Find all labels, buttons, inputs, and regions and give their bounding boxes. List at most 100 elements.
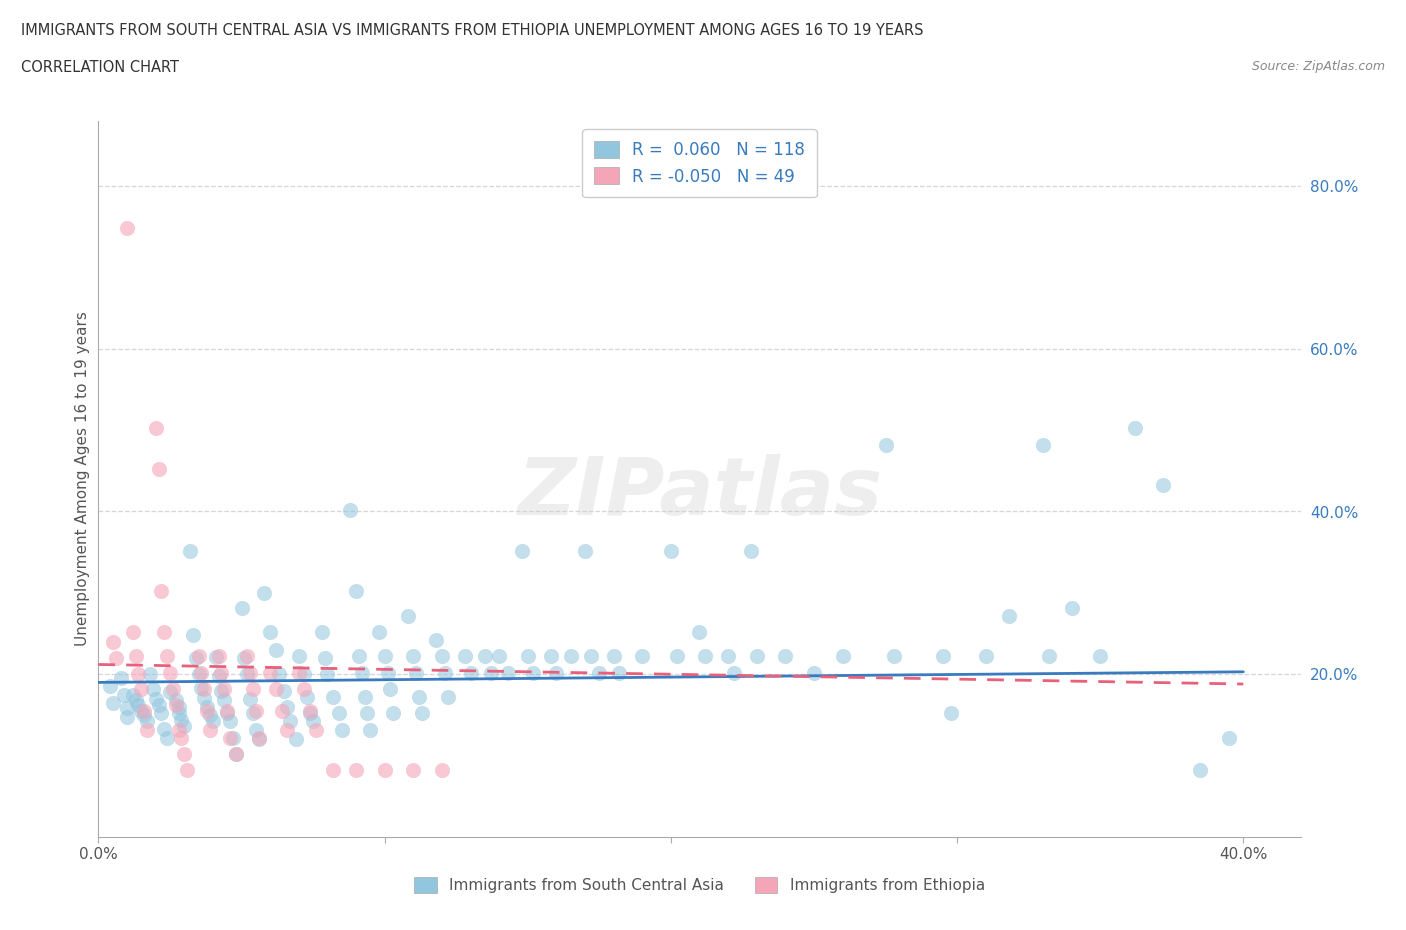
Point [353, 690, 375, 705]
Point [253, 586, 276, 601]
Point [198, 708, 221, 723]
Point [516, 649, 538, 664]
Point [167, 699, 190, 714]
Point [156, 649, 179, 664]
Point [167, 722, 190, 737]
Point [233, 651, 256, 666]
Point [602, 649, 624, 664]
Point [302, 714, 325, 729]
Point [723, 665, 745, 680]
Point [156, 730, 179, 745]
Point [433, 665, 456, 680]
Point [402, 649, 425, 664]
Point [170, 730, 193, 745]
Point [165, 698, 187, 712]
Point [1060, 600, 1083, 615]
Point [176, 763, 198, 777]
Point [208, 649, 231, 664]
Point [211, 683, 233, 698]
Point [299, 706, 322, 721]
Point [284, 732, 307, 747]
Point [259, 665, 281, 680]
Point [1123, 421, 1146, 436]
Point [159, 684, 181, 699]
Point [242, 682, 264, 697]
Point [204, 650, 226, 665]
Text: Source: ZipAtlas.com: Source: ZipAtlas.com [1251, 60, 1385, 73]
Point [139, 667, 162, 682]
Point [219, 730, 242, 745]
Point [184, 651, 207, 666]
Point [803, 665, 825, 680]
Point [193, 690, 215, 705]
Point [101, 696, 124, 711]
Point [273, 683, 295, 698]
Point [115, 709, 138, 724]
Point [488, 649, 510, 664]
Point [150, 706, 173, 721]
Point [997, 608, 1019, 623]
Point [974, 649, 997, 664]
Point [522, 665, 544, 680]
Point [299, 703, 322, 718]
Point [460, 665, 482, 680]
Point [124, 649, 146, 664]
Point [356, 706, 378, 721]
Point [195, 703, 218, 718]
Point [297, 690, 319, 705]
Point [128, 698, 150, 712]
Text: IMMIGRANTS FROM SOUTH CENTRAL ASIA VS IMMIGRANTS FROM ETHIOPIA UNEMPLOYMENT AMON: IMMIGRANTS FROM SOUTH CENTRAL ASIA VS IM… [21, 23, 924, 38]
Point [689, 625, 711, 640]
Point [695, 649, 717, 664]
Point [380, 682, 402, 697]
Point [607, 665, 630, 680]
Point [124, 693, 146, 708]
Point [430, 649, 453, 664]
Point [193, 682, 215, 697]
Point [288, 649, 311, 664]
Point [717, 649, 740, 664]
Point [540, 649, 562, 664]
Point [231, 600, 253, 615]
Point [225, 747, 247, 762]
Point [631, 649, 654, 664]
Point [314, 651, 336, 666]
Point [214, 682, 236, 697]
Point [1032, 437, 1054, 452]
Point [322, 690, 344, 705]
Point [264, 643, 287, 658]
Point [173, 718, 195, 733]
Point [454, 649, 477, 664]
Point [264, 682, 287, 697]
Point [128, 667, 150, 682]
Point [278, 714, 301, 729]
Point [179, 543, 201, 558]
Point [201, 714, 224, 729]
Point [330, 722, 353, 737]
Point [115, 701, 138, 716]
Point [745, 649, 768, 664]
Point [374, 649, 396, 664]
Point [831, 649, 853, 664]
Point [339, 502, 361, 517]
Point [145, 691, 167, 706]
Point [344, 584, 367, 599]
Point [239, 665, 262, 680]
Point [115, 220, 138, 235]
Point [574, 543, 596, 558]
Point [121, 687, 143, 702]
Point [402, 763, 425, 777]
Point [162, 682, 184, 697]
Point [190, 681, 212, 696]
Point [190, 665, 212, 680]
Point [932, 649, 955, 664]
Point [546, 665, 568, 680]
Point [150, 584, 173, 599]
Point [153, 722, 176, 737]
Point [222, 730, 245, 745]
Point [1038, 649, 1060, 664]
Point [245, 722, 267, 737]
Point [236, 667, 259, 682]
Point [181, 628, 204, 643]
Text: CORRELATION CHART: CORRELATION CHART [21, 60, 179, 75]
